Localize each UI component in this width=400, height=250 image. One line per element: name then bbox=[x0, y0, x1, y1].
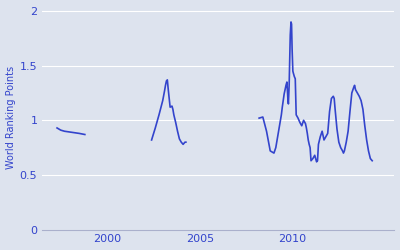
Y-axis label: World Ranking Points: World Ranking Points bbox=[6, 66, 16, 169]
